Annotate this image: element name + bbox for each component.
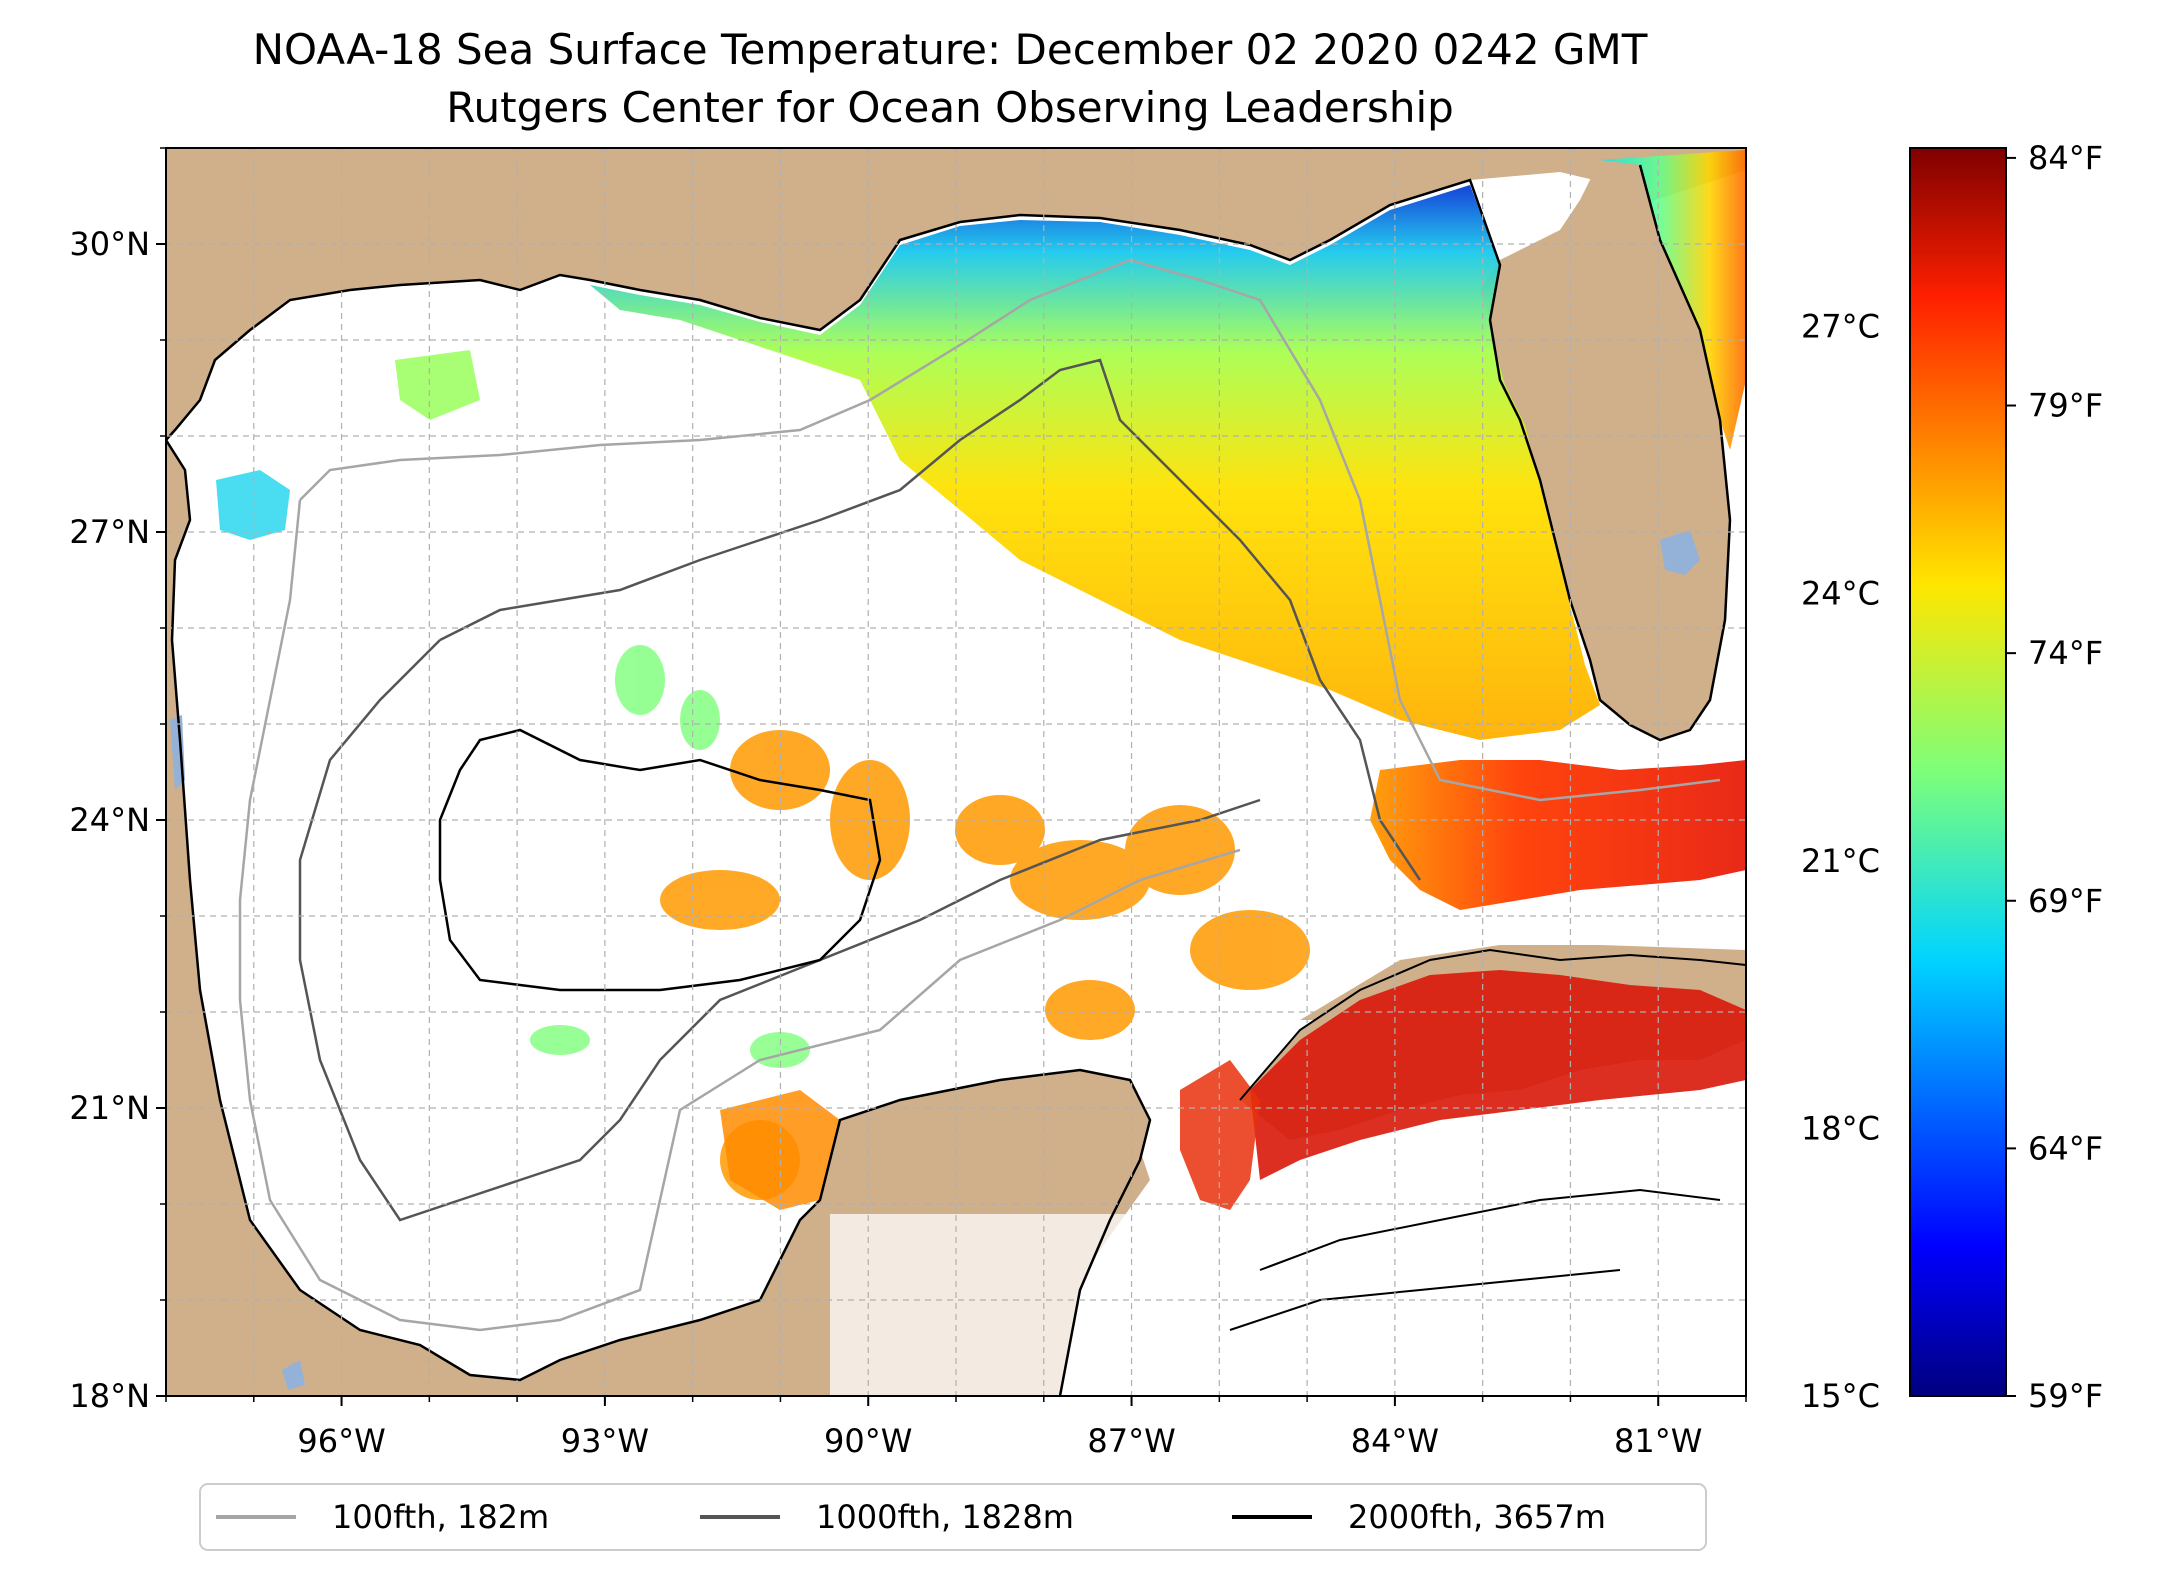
coastline-cuba bbox=[1239, 948, 1746, 1101]
longitude-axis: 96°W 93°W 90°W 87°W 84°W 81°W bbox=[165, 1396, 1747, 1460]
chart-title-line1: NOAA-18 Sea Surface Temperature: Decembe… bbox=[253, 25, 1648, 74]
colorbar-fahrenheit-label: 64°F bbox=[2028, 1129, 2103, 1167]
colorbar-celsius-label: 21°C bbox=[1801, 842, 1880, 880]
lake-okeechobee bbox=[1660, 530, 1700, 575]
lat-tick-label: 18°N bbox=[69, 1377, 150, 1415]
lat-tick-label: 21°N bbox=[69, 1089, 150, 1127]
legend: 100fth, 182m 1000fth, 1828m 2000fth, 365… bbox=[199, 1483, 1707, 1551]
colorbar-celsius-label: 24°C bbox=[1801, 575, 1880, 613]
coastline-west bbox=[166, 439, 1152, 1396]
legend-label-100fth: 100fth, 182m bbox=[332, 1498, 549, 1536]
contour-100fth bbox=[238, 258, 1721, 1332]
legend-label-2000fth: 2000fth, 3657m bbox=[1348, 1498, 1606, 1536]
map-gridlines bbox=[166, 148, 1746, 1396]
map-panel bbox=[166, 148, 1746, 1396]
sst-yucatan-channel bbox=[1180, 1060, 1260, 1210]
sst-florida-east bbox=[1600, 150, 1746, 450]
colorbar-celsius-label: 27°C bbox=[1801, 307, 1880, 345]
sst-loop-current bbox=[1370, 760, 1746, 910]
sst-texas-shelf bbox=[216, 470, 290, 540]
colorbar-fahrenheit-label: 69°F bbox=[2028, 882, 2103, 920]
lat-tick-label: 30°N bbox=[69, 225, 150, 263]
lon-tick-label: 96°W bbox=[297, 1422, 385, 1460]
colorbar-fahrenheit-axis: 84°F 79°F 74°F 69°F 64°F 59°F bbox=[2006, 139, 2103, 1415]
contour-1000fth bbox=[298, 358, 1422, 1222]
legend-label-1000fth: 1000fth, 1828m bbox=[816, 1498, 1074, 1536]
land-us-north bbox=[166, 148, 1746, 440]
lon-tick-label: 90°W bbox=[824, 1422, 912, 1460]
colorbar-fahrenheit-label: 74°F bbox=[2028, 634, 2103, 672]
lat-tick-label: 24°N bbox=[69, 801, 150, 839]
sst-cuba-north bbox=[1250, 970, 1746, 1180]
lon-tick-label: 84°W bbox=[1351, 1422, 1439, 1460]
land-cuba-north-coast bbox=[1300, 945, 1746, 1020]
contour-2000fth bbox=[438, 728, 882, 992]
contour-2000fth-south bbox=[1229, 1188, 1721, 1331]
no-data-band bbox=[830, 1214, 1746, 1396]
colorbar bbox=[1909, 147, 2007, 1397]
sst-texas-shelf-2 bbox=[395, 350, 480, 420]
colorbar-fahrenheit-label: 79°F bbox=[2028, 387, 2103, 425]
latitude-axis: 30°N 27°N 24°N 21°N 18°N bbox=[69, 147, 166, 1415]
lat-tick-label: 27°N bbox=[69, 513, 150, 551]
legend-box bbox=[199, 1483, 1707, 1551]
lon-tick-label: 81°W bbox=[1614, 1422, 1702, 1460]
colorbar-celsius-label: 15°C bbox=[1801, 1377, 1880, 1415]
chart-title-line2: Rutgers Center for Ocean Observing Leade… bbox=[446, 83, 1454, 132]
lon-tick-label: 87°W bbox=[1087, 1422, 1175, 1460]
colorbar-celsius-label: 18°C bbox=[1801, 1110, 1880, 1148]
colorbar-celsius-axis: 27°C 24°C 21°C 18°C 15°C bbox=[1801, 307, 1880, 1415]
colorbar-fahrenheit-label: 59°F bbox=[2028, 1377, 2103, 1415]
lon-tick-label: 93°W bbox=[561, 1422, 649, 1460]
colorbar-fahrenheit-label: 84°F bbox=[2028, 139, 2103, 177]
land-florida bbox=[1480, 160, 1730, 740]
sst-northern-shelf bbox=[590, 185, 1600, 740]
inland-water-mexico bbox=[282, 1360, 305, 1390]
coastline-north bbox=[166, 164, 1732, 742]
